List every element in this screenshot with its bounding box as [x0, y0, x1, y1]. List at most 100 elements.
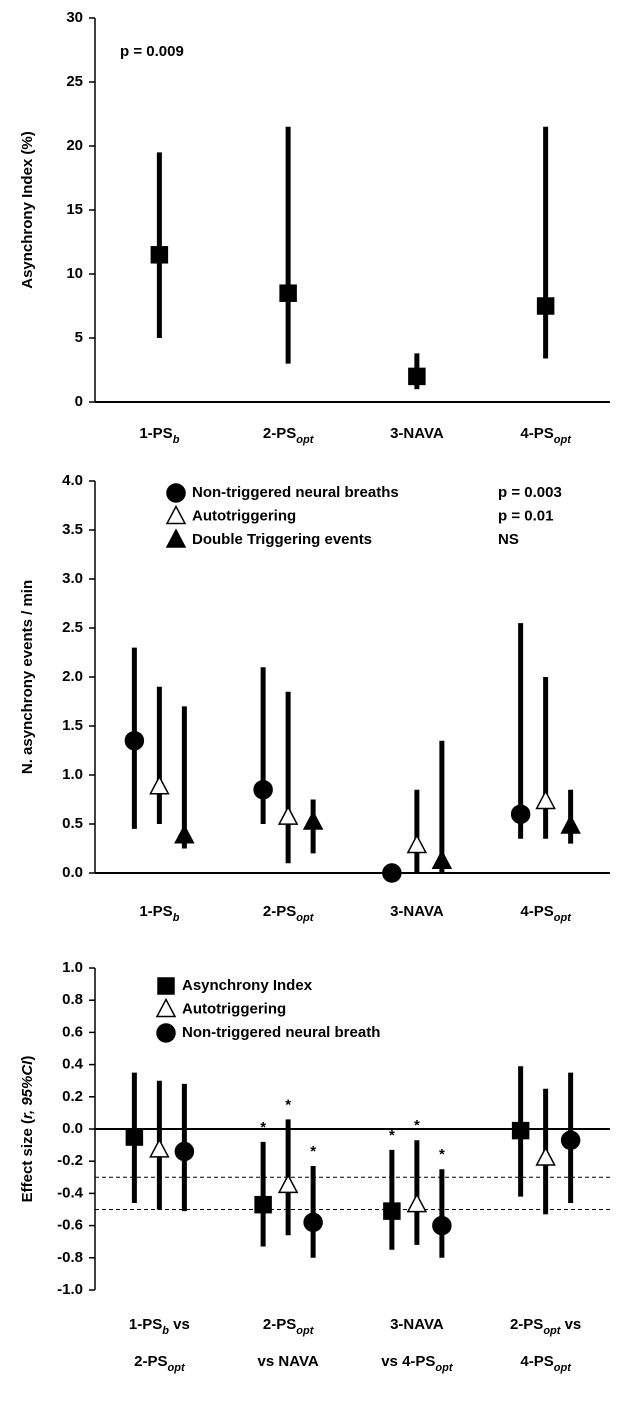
legend-marker — [166, 483, 186, 503]
y-tick-label: 0.5 — [62, 815, 83, 832]
marker-triangle — [535, 789, 556, 810]
text-part: 2-PS — [263, 425, 296, 442]
legend-label: Autotriggering — [192, 507, 296, 524]
x-tick-label: 4-PSopt — [520, 1353, 572, 1374]
marker-square — [383, 1202, 401, 1220]
marker-circle — [253, 779, 273, 800]
annotation: p = 0.009 — [120, 43, 184, 60]
y-tick-label: 3.5 — [62, 521, 83, 538]
y-tick-label: 0.8 — [62, 991, 83, 1008]
marker-triangle — [431, 849, 453, 869]
y-tick-label: 1.0 — [62, 766, 83, 783]
marker-circle — [124, 730, 145, 751]
text-part: N. asynchrony events / min — [19, 580, 36, 774]
p-value: p = 0.01 — [498, 507, 553, 524]
y-tick-label: 20 — [66, 137, 83, 154]
subscript: opt — [296, 912, 314, 924]
text-part: 1-PS — [139, 425, 172, 442]
text-part: 4-PS — [520, 1353, 553, 1370]
legend-label: Autotriggering — [182, 1000, 286, 1017]
text-part: 2-PS — [134, 1353, 167, 1370]
subscript: opt — [168, 1362, 186, 1374]
y-tick-label: 0 — [75, 393, 83, 410]
marker-square — [254, 1195, 272, 1214]
y-tick-label: 3.0 — [62, 570, 83, 587]
significance-label: * — [389, 1127, 395, 1144]
text-part: vs — [560, 1316, 581, 1333]
text-part: ) — [19, 1056, 36, 1061]
x-tick-label: vs NAVA — [258, 1353, 319, 1370]
legend-marker — [165, 528, 187, 548]
text-part: vs 4-PS — [381, 1353, 435, 1370]
marker-triangle — [149, 775, 170, 795]
legend-marker — [155, 997, 177, 1018]
subscript: opt — [554, 434, 572, 446]
x-tick-label: 3-NAVA — [390, 425, 444, 442]
y-tick-label: 0.2 — [62, 1088, 83, 1105]
significance-label: * — [414, 1117, 420, 1134]
y-tick-label: 2.5 — [62, 619, 83, 636]
legend-label: Non-triggered neural breaths — [192, 484, 399, 501]
significance-label: * — [285, 1096, 291, 1113]
text-part: 1-PS — [129, 1316, 162, 1333]
x-tick-label: 1-PSb — [139, 903, 179, 924]
subscript: opt — [543, 1325, 561, 1337]
text-part: vs — [169, 1316, 190, 1333]
marker-triangle — [149, 1138, 170, 1158]
y-tick-label: -0.2 — [57, 1152, 83, 1169]
y-tick-label: 0.0 — [62, 1120, 83, 1137]
marker-triangle — [560, 814, 581, 834]
text-part: 3-NAVA — [390, 425, 444, 442]
legend-label: Asynchrony Index — [182, 977, 313, 994]
marker-square — [511, 1121, 530, 1140]
y-axis-label: Effect size (r, 95%CI) — [19, 1056, 36, 1203]
y-tick-label: 0.6 — [62, 1023, 83, 1040]
subscript: opt — [554, 1362, 572, 1374]
marker-triangle — [174, 824, 195, 844]
y-tick-label: 30 — [66, 9, 83, 26]
text-part: 1-PS — [139, 903, 172, 920]
y-tick-label: 2.0 — [62, 668, 83, 685]
text-part: 3-NAVA — [390, 1316, 444, 1333]
subscript: b — [162, 1325, 169, 1337]
legend-label: Non-triggered neural breath — [182, 1024, 380, 1041]
marker-triangle — [535, 1146, 556, 1166]
x-tick-label: 4-PSopt — [520, 425, 572, 446]
y-axis-label: Asynchrony Index (%) — [19, 131, 36, 289]
x-tick-label: 3-NAVA — [390, 903, 444, 920]
x-tick-label: 1-PSb — [139, 425, 179, 446]
marker-square — [408, 367, 426, 386]
marker-circle — [174, 1141, 195, 1162]
legend-label: Double Triggering events — [192, 531, 372, 548]
marker-circle — [560, 1130, 581, 1151]
text-part: 2-PS — [263, 903, 296, 920]
subscript: b — [173, 434, 180, 446]
y-tick-label: 10 — [66, 265, 83, 282]
p-value: NS — [498, 531, 519, 548]
y-tick-label: 0.0 — [62, 864, 83, 881]
y-tick-label: 5 — [75, 329, 83, 346]
y-tick-label: -1.0 — [57, 1281, 83, 1298]
x-tick-label: 4-PSopt — [520, 903, 572, 924]
x-tick-label: 2-PSopt — [263, 425, 315, 446]
y-tick-label: 15 — [66, 201, 83, 218]
legend-marker — [157, 977, 175, 995]
marker-circle — [510, 804, 531, 824]
x-tick-label: vs 4-PSopt — [381, 1353, 454, 1374]
text-part: 3-NAVA — [390, 903, 444, 920]
marker-circle — [382, 863, 402, 883]
text-part: vs NAVA — [258, 1353, 319, 1370]
text-part: Asynchrony Index (%) — [19, 131, 36, 289]
marker-square — [279, 284, 297, 302]
text-part: Effect size ( — [19, 1119, 36, 1202]
y-tick-label: 1.0 — [62, 959, 83, 976]
x-tick-label: 2-PSopt — [263, 903, 315, 924]
marker-circle — [432, 1215, 452, 1236]
marker-triangle — [277, 805, 299, 825]
y-tick-label: 25 — [66, 73, 83, 90]
y-tick-label: -0.6 — [57, 1217, 83, 1234]
marker-square — [125, 1128, 144, 1146]
text-part: 2-PS — [263, 1316, 296, 1333]
y-tick-label: -0.4 — [57, 1184, 84, 1201]
